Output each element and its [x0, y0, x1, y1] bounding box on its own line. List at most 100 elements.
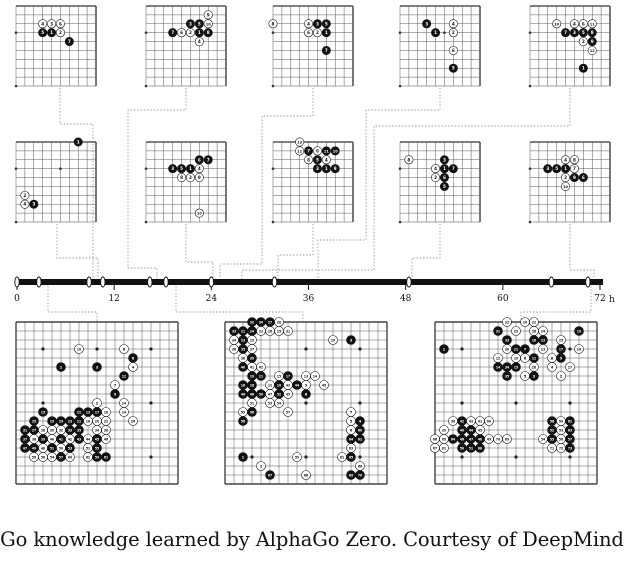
stone-disc: [493, 326, 503, 336]
white-stone: 12: [587, 45, 597, 55]
white-stone: 43: [466, 416, 476, 426]
joseki-board-8: 13 12 7 6 11 10 8 5 4 3 1 9: [271, 137, 354, 224]
stone-disc: [268, 19, 278, 29]
black-stone: 29: [56, 416, 66, 426]
move-number: 4: [325, 157, 328, 162]
move-number: 2: [59, 30, 62, 35]
timeline-marker: [14, 276, 20, 288]
star-point: [398, 167, 402, 170]
move-number: 40: [50, 437, 54, 441]
move-number: 51: [469, 446, 473, 450]
move-number: 65: [349, 455, 353, 459]
move-number: 54: [277, 401, 281, 405]
white-stone: 42: [65, 434, 75, 444]
move-number: 68: [304, 473, 308, 477]
white-stone: 30: [502, 344, 512, 354]
move-number: 30: [259, 320, 263, 324]
star-point: [304, 347, 308, 351]
stone-disc: [247, 407, 257, 417]
black-stone: 42: [457, 416, 467, 426]
move-number: 4: [434, 166, 437, 171]
black-stone: 51: [466, 443, 476, 453]
black-stone: 5: [312, 155, 322, 165]
timeline-unit-label: h: [609, 295, 615, 305]
stone-disc: [484, 416, 494, 426]
black-stone: 39: [247, 353, 257, 363]
black-stone: 5: [177, 164, 187, 174]
timeline-marker: [163, 276, 169, 288]
move-number: 13: [304, 374, 308, 378]
move-number: 41: [59, 437, 63, 441]
stone-disc: [283, 389, 293, 399]
move-number: 54: [541, 437, 545, 441]
move-number: 1: [242, 455, 245, 459]
stone-disc: [203, 10, 213, 20]
black-stone: 3: [168, 164, 178, 174]
move-number: 56: [250, 410, 254, 414]
white-stone: 20: [92, 416, 102, 426]
timeline-tick-label: 12: [108, 294, 119, 304]
black-stone: 21: [238, 326, 248, 336]
move-number: 31: [286, 329, 290, 333]
connector-line: [569, 224, 595, 279]
timeline-tick-label: 72: [594, 294, 605, 304]
connector-line: [175, 286, 304, 322]
move-number: 37: [250, 347, 254, 351]
stone-disc: [556, 371, 566, 381]
white-stone: 4: [304, 19, 314, 29]
move-number: 12: [496, 356, 500, 360]
black-stone: 58: [547, 416, 557, 426]
move-number: 3: [50, 21, 53, 26]
connector-line: [59, 88, 94, 279]
connector-line: [219, 88, 314, 279]
black-stone: 52: [274, 389, 284, 399]
move-number: 18: [104, 410, 108, 414]
move-number: 6: [316, 148, 319, 153]
stone-disc: [321, 28, 331, 38]
move-number: 44: [86, 437, 90, 441]
white-stone: 2: [256, 461, 266, 471]
white-stone: 41: [247, 362, 257, 372]
stone-disc: [177, 28, 187, 38]
move-number: 3: [316, 21, 319, 26]
stone-disc: [128, 416, 138, 426]
move-number: 42: [460, 419, 464, 423]
move-number: 21: [514, 347, 518, 351]
move-number: 8: [180, 175, 183, 180]
stone-disc: [565, 362, 575, 372]
move-number: 35: [241, 347, 245, 351]
move-number: 50: [460, 446, 464, 450]
move-number: 2: [23, 193, 26, 198]
move-number: 5: [180, 166, 183, 171]
stone-disc: [304, 28, 314, 38]
white-stone: 25: [556, 335, 566, 345]
star-point: [528, 31, 532, 34]
white-stone: 8: [119, 344, 129, 354]
black-stone: 3: [185, 19, 195, 29]
stone-disc: [578, 173, 588, 183]
white-stone: 12: [493, 353, 503, 363]
move-number: 62: [86, 455, 90, 459]
stone-disc: [587, 37, 597, 47]
white-stone: 13: [295, 137, 305, 147]
joseki-board-3: 8 4 3 5 6 2 1 7: [268, 5, 354, 88]
white-stone: 60: [65, 452, 75, 462]
black-stone: 5: [321, 19, 331, 29]
stone-disc: [47, 19, 57, 29]
black-stone: 34: [502, 362, 512, 372]
move-number: 21: [241, 329, 245, 333]
move-number: 4: [551, 365, 554, 369]
white-stone: 47: [265, 389, 275, 399]
white-stone: 14: [310, 371, 320, 381]
stone-disc: [321, 19, 331, 29]
move-number: 53: [68, 446, 72, 450]
move-number: 3: [350, 338, 353, 342]
stone-disc: [256, 371, 266, 381]
white-stone: 2: [55, 28, 65, 38]
move-number: 28: [41, 428, 45, 432]
stone-disc: [203, 155, 213, 165]
black-stone: 9: [330, 164, 340, 174]
move-number: 40: [460, 428, 464, 432]
move-number: 8: [551, 356, 554, 360]
star-point: [144, 220, 148, 224]
